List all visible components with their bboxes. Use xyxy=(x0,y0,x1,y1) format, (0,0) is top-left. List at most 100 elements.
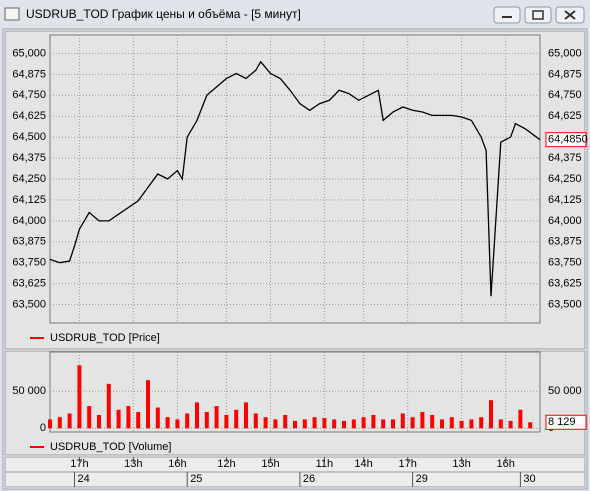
y-tick-label-right: 64,375 xyxy=(548,152,582,164)
y-tick-label-right: 64,250 xyxy=(548,173,582,185)
window-title: USDRUB_TOD График цены и объёма - [5 мин… xyxy=(26,7,301,21)
y-tick-label-right: 65,000 xyxy=(548,47,582,59)
volume-bar xyxy=(57,417,62,429)
last-value-label: 64,4850 xyxy=(548,134,588,146)
volume-bar xyxy=(479,417,484,429)
y-tick-label-right: 63,500 xyxy=(548,298,582,310)
last-value-box xyxy=(545,414,587,430)
date-label: 26 xyxy=(303,473,315,485)
y-tick-label-right: 50 000 xyxy=(548,385,582,397)
volume-bar xyxy=(146,380,150,429)
y-tick-label-left: 63,500 xyxy=(12,298,46,310)
volume-bar xyxy=(224,414,229,429)
volume-bar xyxy=(400,413,405,429)
x-tick-label: 11h xyxy=(316,458,334,470)
x-tick-label: 14h xyxy=(354,458,372,470)
y-tick-label-left: 64,500 xyxy=(12,131,46,143)
volume-bar xyxy=(489,400,493,429)
price-line xyxy=(49,60,541,297)
legend-label: USDRUB_TOD [Price] xyxy=(50,332,160,344)
volume-bar xyxy=(77,365,82,429)
volume-bar xyxy=(371,414,376,429)
date-label: 25 xyxy=(190,473,202,485)
volume-bar xyxy=(430,414,435,429)
volume-bar xyxy=(136,412,141,429)
volume-bar xyxy=(263,417,268,429)
y-tick-label-left: 64,875 xyxy=(12,68,46,80)
x-tick-label: 15h xyxy=(261,458,279,470)
volume-bar xyxy=(440,419,444,429)
volume-bar xyxy=(155,407,160,429)
y-tick-label-right: 63,625 xyxy=(548,278,582,290)
y-tick-label-left: 64,625 xyxy=(12,110,46,122)
y-tick-label-left: 50 000 xyxy=(12,385,46,397)
volume-bar xyxy=(459,420,464,429)
volume-bar xyxy=(312,417,317,429)
volume-bar xyxy=(67,413,72,429)
volume-bar xyxy=(234,409,239,429)
volume-bar xyxy=(449,417,454,429)
plot-area xyxy=(49,34,541,324)
x-tick-label: 12h xyxy=(217,458,235,470)
volume-bar xyxy=(332,419,337,429)
y-tick-label-left: 64,000 xyxy=(12,215,46,227)
y-tick-label-right: 63,750 xyxy=(548,257,582,269)
volume-bar xyxy=(214,406,219,429)
last-value-label: 8 129 xyxy=(548,416,576,428)
x-tick-label: 13h xyxy=(452,458,470,470)
plot-area xyxy=(49,351,541,433)
y-tick-label-left: 63,625 xyxy=(12,278,46,290)
volume-bar xyxy=(273,419,278,429)
date-label: 30 xyxy=(523,473,535,485)
window-buttons[interactable] xyxy=(493,6,585,24)
y-tick-label-right: 64,000 xyxy=(548,215,582,227)
x-tick-label: 16h xyxy=(168,458,186,470)
volume-bar xyxy=(508,420,513,429)
volume-bar xyxy=(244,402,248,429)
y-tick-label-left: 63,875 xyxy=(12,236,46,248)
volume-bar xyxy=(410,417,415,429)
volume-bar xyxy=(165,417,170,429)
volume-bar xyxy=(175,419,180,429)
volume-bar xyxy=(361,417,366,429)
y-tick-label-left: 63,750 xyxy=(12,257,46,269)
last-value-box xyxy=(545,132,587,148)
minimize-button[interactable] xyxy=(493,6,521,24)
volume-bar xyxy=(293,420,297,429)
volume-bar xyxy=(126,406,131,429)
volume-bar xyxy=(322,417,327,429)
y-tick-label-left: 64,375 xyxy=(12,152,46,164)
date-label: 24 xyxy=(78,473,90,485)
window-icon xyxy=(4,7,20,21)
y-tick-label-left: 65,000 xyxy=(12,47,46,59)
y-tick-label-right: 64,750 xyxy=(548,89,582,101)
y-tick-label-right: 64,125 xyxy=(548,194,582,206)
y-tick-label-right: 64,625 xyxy=(548,110,582,122)
y-tick-label-left: 0 xyxy=(40,422,46,434)
volume-bar xyxy=(302,419,307,429)
volume-bar xyxy=(116,409,121,429)
x-tick-label: 17h xyxy=(70,458,88,470)
volume-bar xyxy=(351,419,356,429)
y-tick-label-right: 63,875 xyxy=(548,236,582,248)
volume-bar xyxy=(469,419,474,429)
volume-bar xyxy=(518,409,523,429)
maximize-button[interactable] xyxy=(524,6,552,24)
y-tick-label-right: 64,875 xyxy=(548,68,582,80)
volume-bar xyxy=(342,420,346,429)
volume-bar xyxy=(48,419,52,429)
volume-bar xyxy=(528,422,533,429)
volume-bar xyxy=(195,402,199,429)
volume-bar xyxy=(253,413,258,429)
volume-bar xyxy=(106,383,111,429)
volume-bar xyxy=(185,413,190,429)
y-tick-label-left: 64,250 xyxy=(12,173,46,185)
y-tick-label-left: 64,750 xyxy=(12,89,46,101)
close-icon xyxy=(564,10,576,20)
volume-bar xyxy=(97,414,101,429)
date-label: 29 xyxy=(416,473,428,485)
legend-label: USDRUB_TOD [Volume] xyxy=(50,441,171,453)
x-tick-label: 16h xyxy=(497,458,515,470)
